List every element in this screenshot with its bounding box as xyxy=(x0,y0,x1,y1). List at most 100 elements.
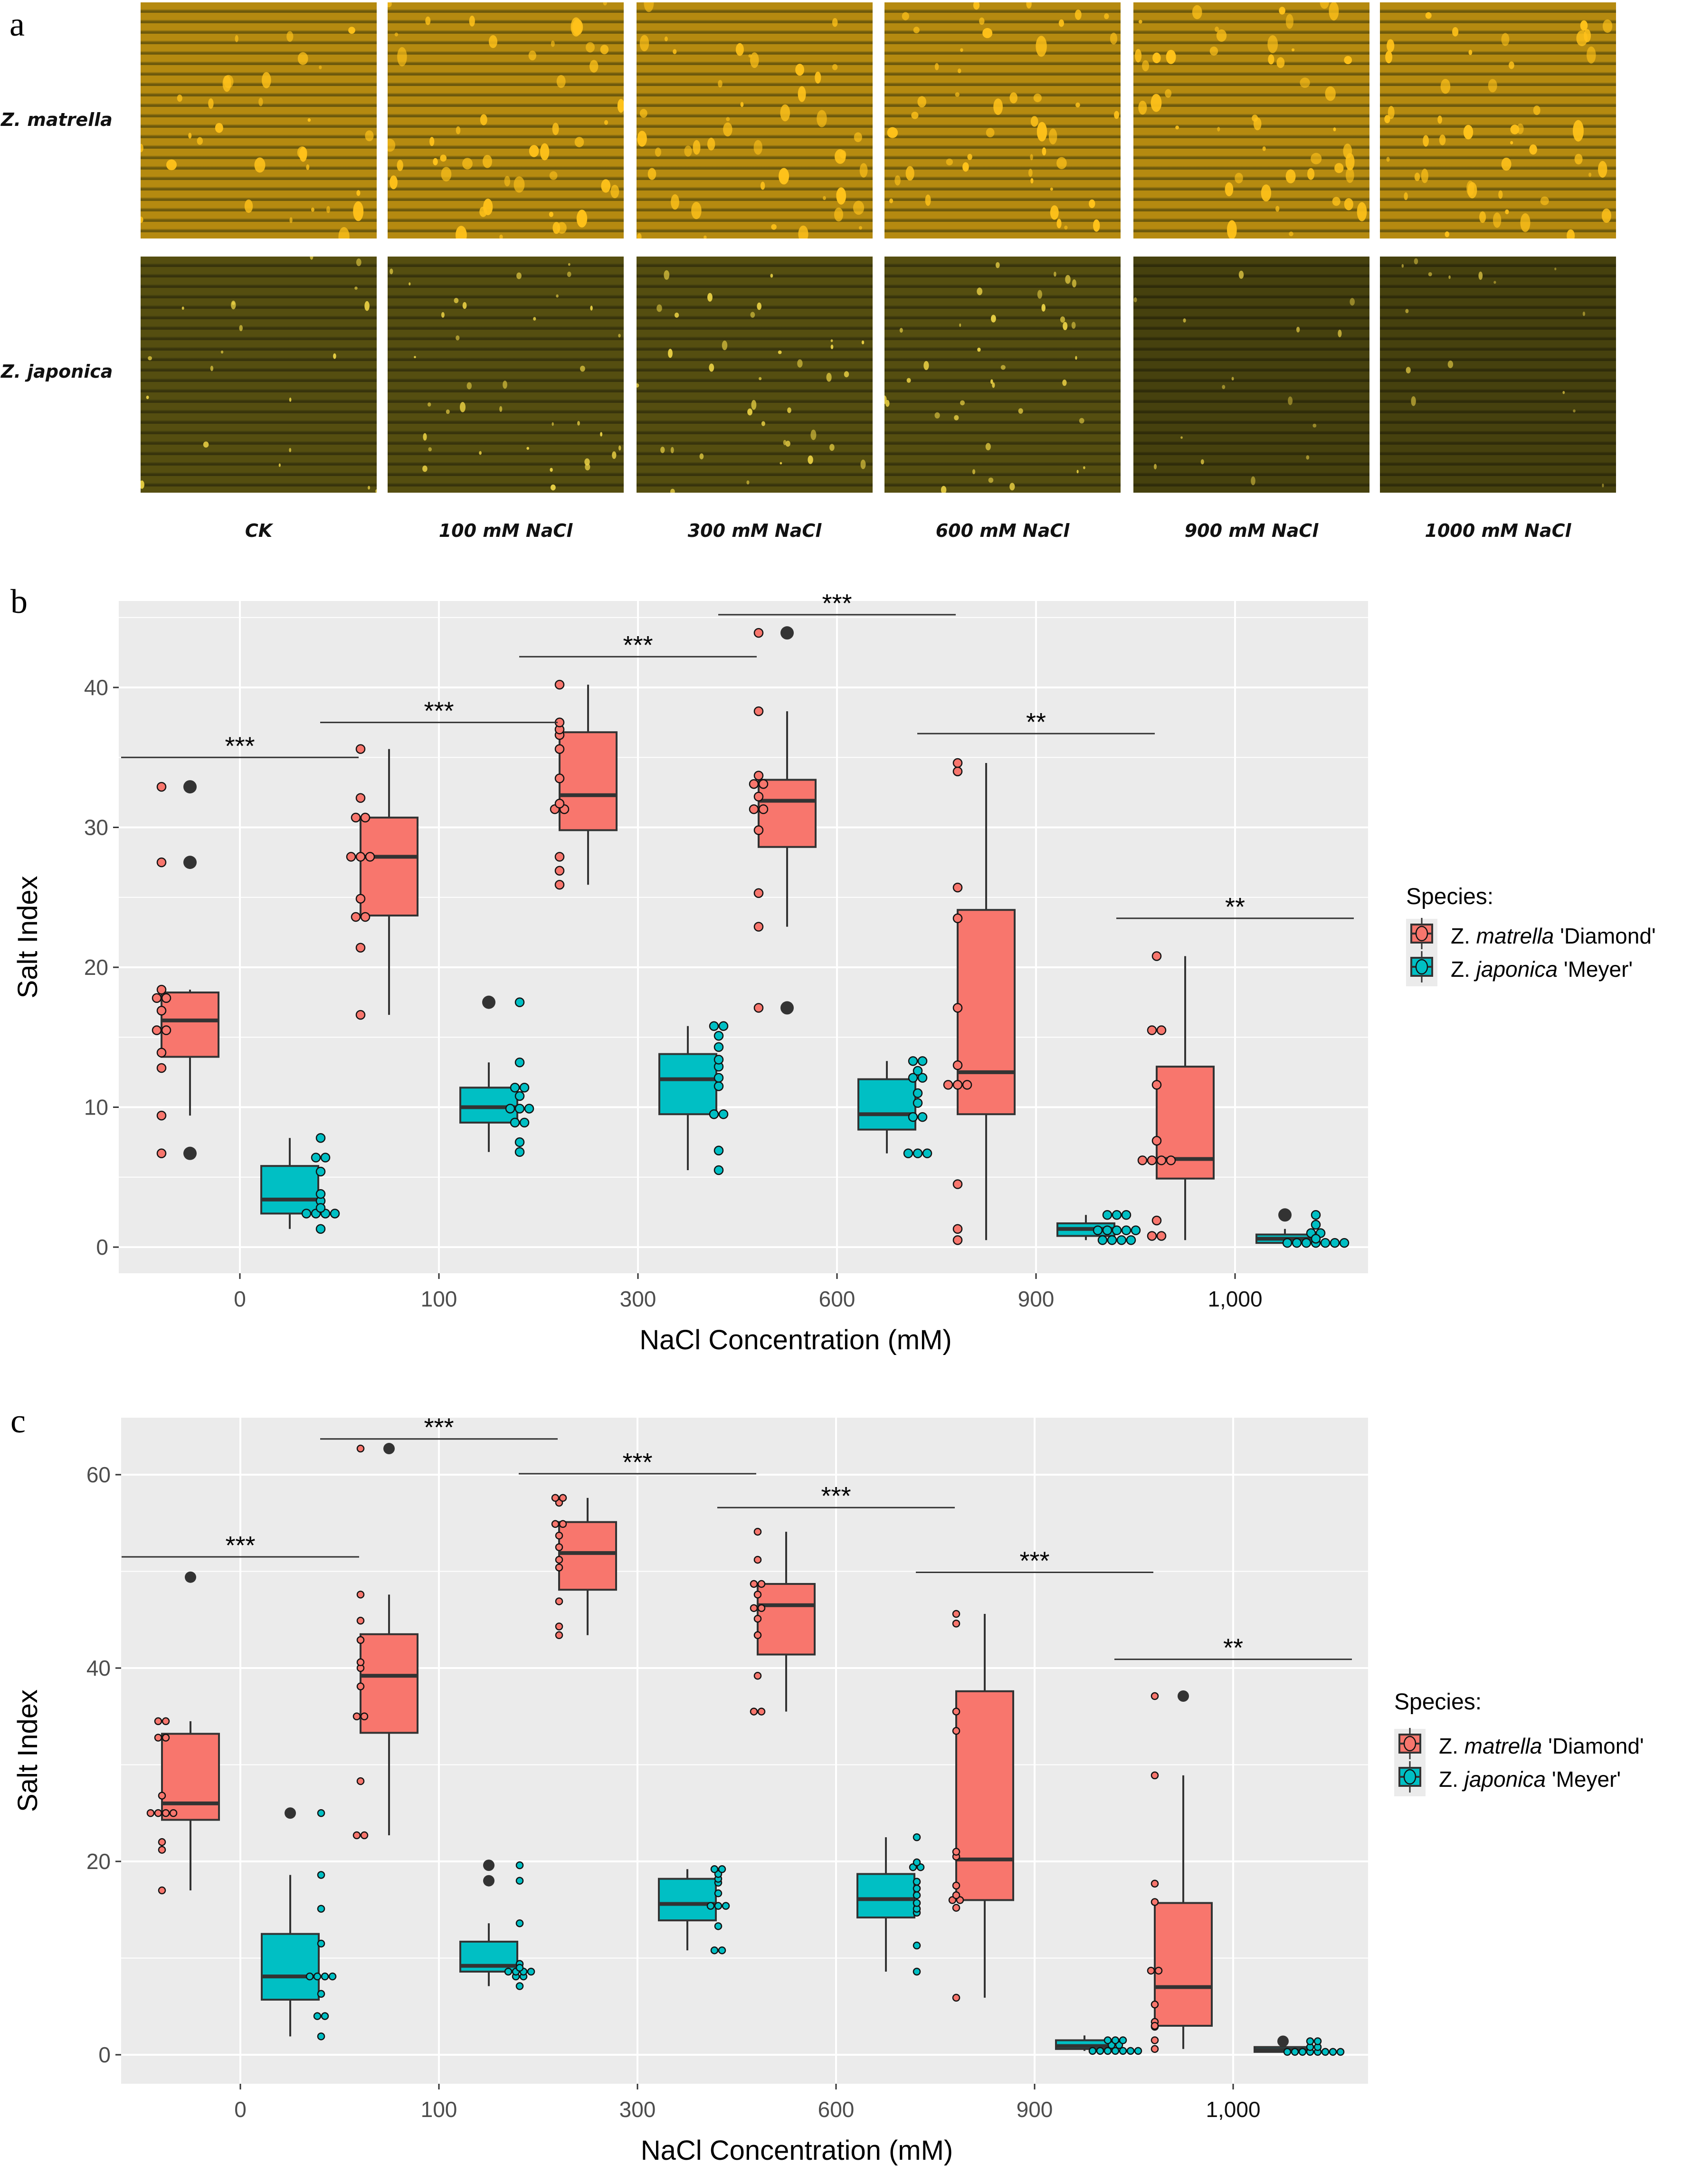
y-tick-label: 60 xyxy=(86,1462,111,1487)
boxplot-key-icon xyxy=(1394,1761,1426,1796)
data-point xyxy=(515,1982,524,1990)
salt-gland-spot xyxy=(1401,264,1404,268)
salt-gland-spot xyxy=(603,2,607,6)
data-point xyxy=(714,1889,723,1898)
data-point xyxy=(514,1058,525,1068)
salt-gland-spot xyxy=(1562,391,1565,394)
data-point xyxy=(718,1946,726,1955)
salt-gland-spot xyxy=(1151,94,1162,112)
data-point xyxy=(1107,1235,1117,1245)
salt-gland-spot xyxy=(1222,385,1226,390)
salt-gland-spot xyxy=(1406,367,1411,373)
data-point xyxy=(152,993,162,1003)
data-point xyxy=(718,1109,729,1119)
salt-gland-spot xyxy=(1437,115,1442,124)
salt-gland-spot xyxy=(1501,157,1512,171)
salt-gland-spot xyxy=(1217,126,1220,132)
micrograph-tile xyxy=(637,2,873,238)
data-point xyxy=(913,1066,923,1076)
data-point xyxy=(1151,1080,1162,1090)
column-label: 300 mM NaCl xyxy=(687,520,822,541)
salt-gland-spot xyxy=(428,402,431,407)
salt-gland-spot xyxy=(770,274,773,278)
data-point xyxy=(510,1083,520,1093)
data-point xyxy=(551,1520,560,1528)
data-point xyxy=(1126,2047,1135,2055)
salt-gland-spot xyxy=(707,137,715,151)
data-point xyxy=(913,1941,921,1950)
significance-label: ** xyxy=(1225,893,1245,921)
salt-gland-spot xyxy=(177,95,182,102)
outlier-point xyxy=(185,1571,196,1583)
salt-gland-spot xyxy=(973,2,980,10)
salt-gland-spot xyxy=(810,429,817,440)
data-point xyxy=(1121,1210,1132,1220)
box-group xyxy=(152,780,219,1160)
data-point xyxy=(524,1104,534,1114)
data-point xyxy=(162,1809,170,1817)
salt-gland-spot xyxy=(655,147,661,157)
salt-gland-spot xyxy=(709,363,714,372)
data-point xyxy=(330,1209,340,1219)
data-point xyxy=(753,1555,762,1564)
salt-gland-spot xyxy=(759,377,762,381)
salt-gland-spot xyxy=(503,381,507,389)
data-point xyxy=(515,1877,524,1885)
salt-gland-spot xyxy=(364,301,370,311)
salt-gland-spot xyxy=(1540,196,1549,205)
salt-gland-spot xyxy=(1414,172,1420,181)
salt-gland-spot xyxy=(258,97,263,106)
salt-gland-spot xyxy=(235,35,238,42)
salt-gland-spot xyxy=(197,137,203,145)
salt-gland-spot xyxy=(469,15,475,27)
salt-gland-spot xyxy=(647,168,656,180)
data-point xyxy=(1156,1025,1167,1035)
salt-gland-spot xyxy=(1580,20,1588,31)
salt-gland-spot xyxy=(1225,182,1234,197)
x-tick-label: 600 xyxy=(818,2097,855,2122)
data-point xyxy=(1311,1234,1321,1244)
salt-gland-spot xyxy=(990,379,993,384)
data-point xyxy=(555,1597,563,1605)
salt-gland-spot xyxy=(925,194,931,206)
salt-gland-spot xyxy=(390,268,393,275)
legend-item-japonica: Z. japonica 'Meyer' xyxy=(1406,951,1656,986)
data-point xyxy=(356,1591,365,1599)
salt-gland-spot xyxy=(637,383,639,388)
data-point xyxy=(952,1224,963,1234)
data-point xyxy=(749,779,759,789)
data-point xyxy=(718,1021,729,1031)
significance-label: *** xyxy=(225,732,255,760)
legend-item-japonica: Z. japonica 'Meyer' xyxy=(1394,1761,1644,1796)
salt-gland-spot xyxy=(254,157,266,173)
data-point xyxy=(713,1073,724,1083)
salt-gland-spot xyxy=(1175,125,1179,130)
box-group xyxy=(1147,1690,1213,2053)
salt-gland-spot xyxy=(1498,190,1503,199)
data-point xyxy=(356,1617,365,1625)
y-axis-title: Salt Index xyxy=(12,1689,43,1812)
salt-gland-spot xyxy=(750,312,755,318)
salt-gland-spot xyxy=(656,304,662,312)
data-point xyxy=(952,1848,960,1856)
salt-gland-spot xyxy=(310,257,314,260)
salt-gland-spot xyxy=(220,350,224,354)
micrograph-tile xyxy=(141,2,377,238)
significance-label: *** xyxy=(424,1413,454,1442)
salt-gland-spot xyxy=(917,96,926,108)
salt-gland-spot xyxy=(422,465,428,472)
data-point xyxy=(952,1610,960,1618)
y-tick-label: 40 xyxy=(84,675,108,700)
salt-gland-spot xyxy=(148,356,152,361)
salt-gland-spot xyxy=(311,207,314,212)
data-point xyxy=(913,1891,921,1899)
data-point xyxy=(162,1734,170,1742)
y-axis-title: Salt Index xyxy=(12,876,43,999)
column-label: 1000 mM NaCl xyxy=(1425,520,1571,541)
y-tick-label: 30 xyxy=(84,815,108,840)
salt-gland-spot xyxy=(348,27,355,34)
data-point xyxy=(161,993,171,1003)
salt-gland-spot xyxy=(844,371,849,378)
salt-gland-spot xyxy=(617,99,624,113)
column-label: 900 mM NaCl xyxy=(1184,520,1319,541)
